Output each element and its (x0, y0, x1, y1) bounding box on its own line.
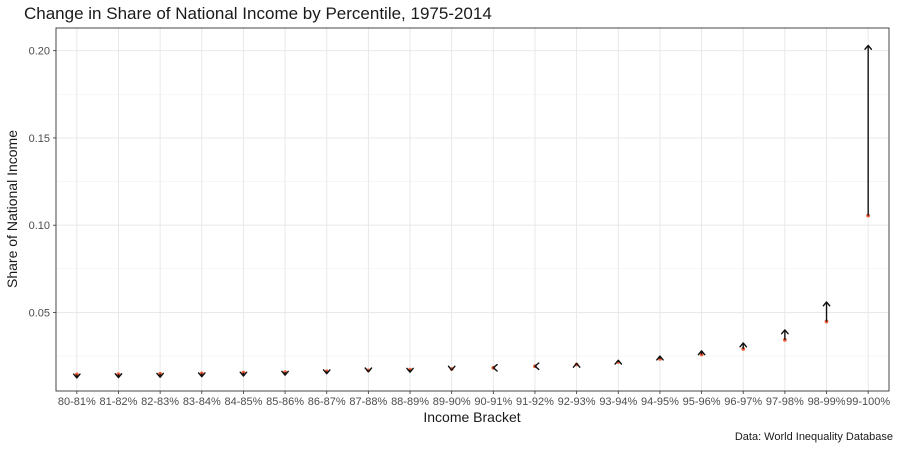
data-point-84-85% (239, 370, 248, 377)
change-arrow-head (447, 365, 456, 371)
change-arrow-head (697, 350, 706, 356)
y-tick-label: 0.10 (29, 220, 50, 232)
data-point-93-94% (614, 359, 623, 365)
data-point-83-84% (197, 371, 206, 378)
x-tick-label: 85-86% (266, 396, 304, 408)
chart-title: Change in Share of National Income by Pe… (24, 4, 492, 23)
x-tick-label: 94-95% (641, 396, 679, 408)
data-point-89-90% (447, 365, 456, 371)
change-arrow-head (114, 373, 123, 379)
x-tick-label: 91-92% (516, 396, 554, 408)
x-tick-label: 81-82% (100, 396, 138, 408)
y-tick-label: 0.20 (29, 46, 50, 58)
data-point-95-96% (697, 350, 706, 357)
data-point-96-97% (739, 342, 748, 351)
x-tick-label: 96-97% (724, 396, 762, 408)
x-tick-label: 83-84% (183, 396, 221, 408)
change-arrow-head (739, 342, 748, 348)
x-tick-label: 88-89% (391, 396, 429, 408)
x-tick-label: 99-100% (846, 396, 890, 408)
data-point-80-81% (72, 372, 81, 379)
x-tick-label: 89-90% (433, 396, 471, 408)
change-arrow-head (780, 329, 789, 335)
data-point-88-89% (406, 367, 414, 373)
data-point-98-99% (822, 301, 831, 324)
plot-panel (55, 27, 890, 392)
change-arrow-head (572, 362, 581, 368)
data-point-97-98% (780, 329, 789, 342)
change-arrow-head (197, 372, 206, 378)
change-arrow-head (156, 372, 165, 378)
y-tick-label: 0.05 (29, 307, 50, 319)
data-point-82-83% (156, 371, 165, 378)
change-arrow-head (72, 373, 81, 379)
y-axis: 0.05 0.10 0.15 0.20 (29, 46, 56, 319)
change-arrow-head (322, 369, 331, 375)
y-axis-title: Share of National Income (4, 130, 20, 288)
change-arrow-head (534, 362, 540, 371)
data-point-86-87% (322, 369, 331, 375)
x-tick-label: 95-96% (683, 396, 721, 408)
change-arrow-head (864, 44, 873, 50)
start-point (866, 213, 871, 218)
x-axis-title: Income Bracket (423, 409, 520, 425)
data-point-92-93% (572, 362, 581, 368)
caption: Data: World Inequality Database (735, 431, 893, 443)
y-tick-label: 0.15 (29, 133, 50, 145)
x-tick-label: 87-88% (349, 396, 387, 408)
data-point-85-86% (281, 370, 289, 376)
data-point-91-92% (533, 362, 540, 371)
x-tick-label: 92-93% (558, 396, 596, 408)
x-tick-label: 97-98% (766, 396, 804, 408)
data-point-99-100% (864, 44, 873, 218)
change-arrow-head (239, 371, 248, 377)
x-tick-label: 80-81% (58, 396, 96, 408)
data-point-94-95% (656, 355, 664, 361)
change-arrow-head (492, 363, 498, 372)
change-arrow-head (822, 301, 831, 307)
change-arrow-head (406, 367, 414, 373)
change-arrow-head (364, 367, 373, 373)
data-marks (72, 44, 873, 379)
change-arrow-head (614, 359, 623, 365)
x-axis: 80-81% 81-82% 82-83% 83-84% 84-85% 85-86% 86-8… (58, 391, 890, 408)
x-tick-label: 82-83% (141, 396, 179, 408)
x-tick-label: 98-99% (808, 396, 846, 408)
grid (56, 28, 889, 391)
x-tick-label: 90-91% (474, 396, 512, 408)
x-tick-label: 86-87% (308, 396, 346, 408)
data-point-87-88% (364, 367, 373, 373)
x-tick-label: 84-85% (224, 396, 262, 408)
x-tick-label: 93-94% (599, 396, 637, 408)
data-point-81-82% (114, 372, 123, 379)
change-arrow-head (281, 370, 289, 376)
data-point-90-91% (491, 363, 498, 372)
change-arrow-head (656, 355, 664, 361)
